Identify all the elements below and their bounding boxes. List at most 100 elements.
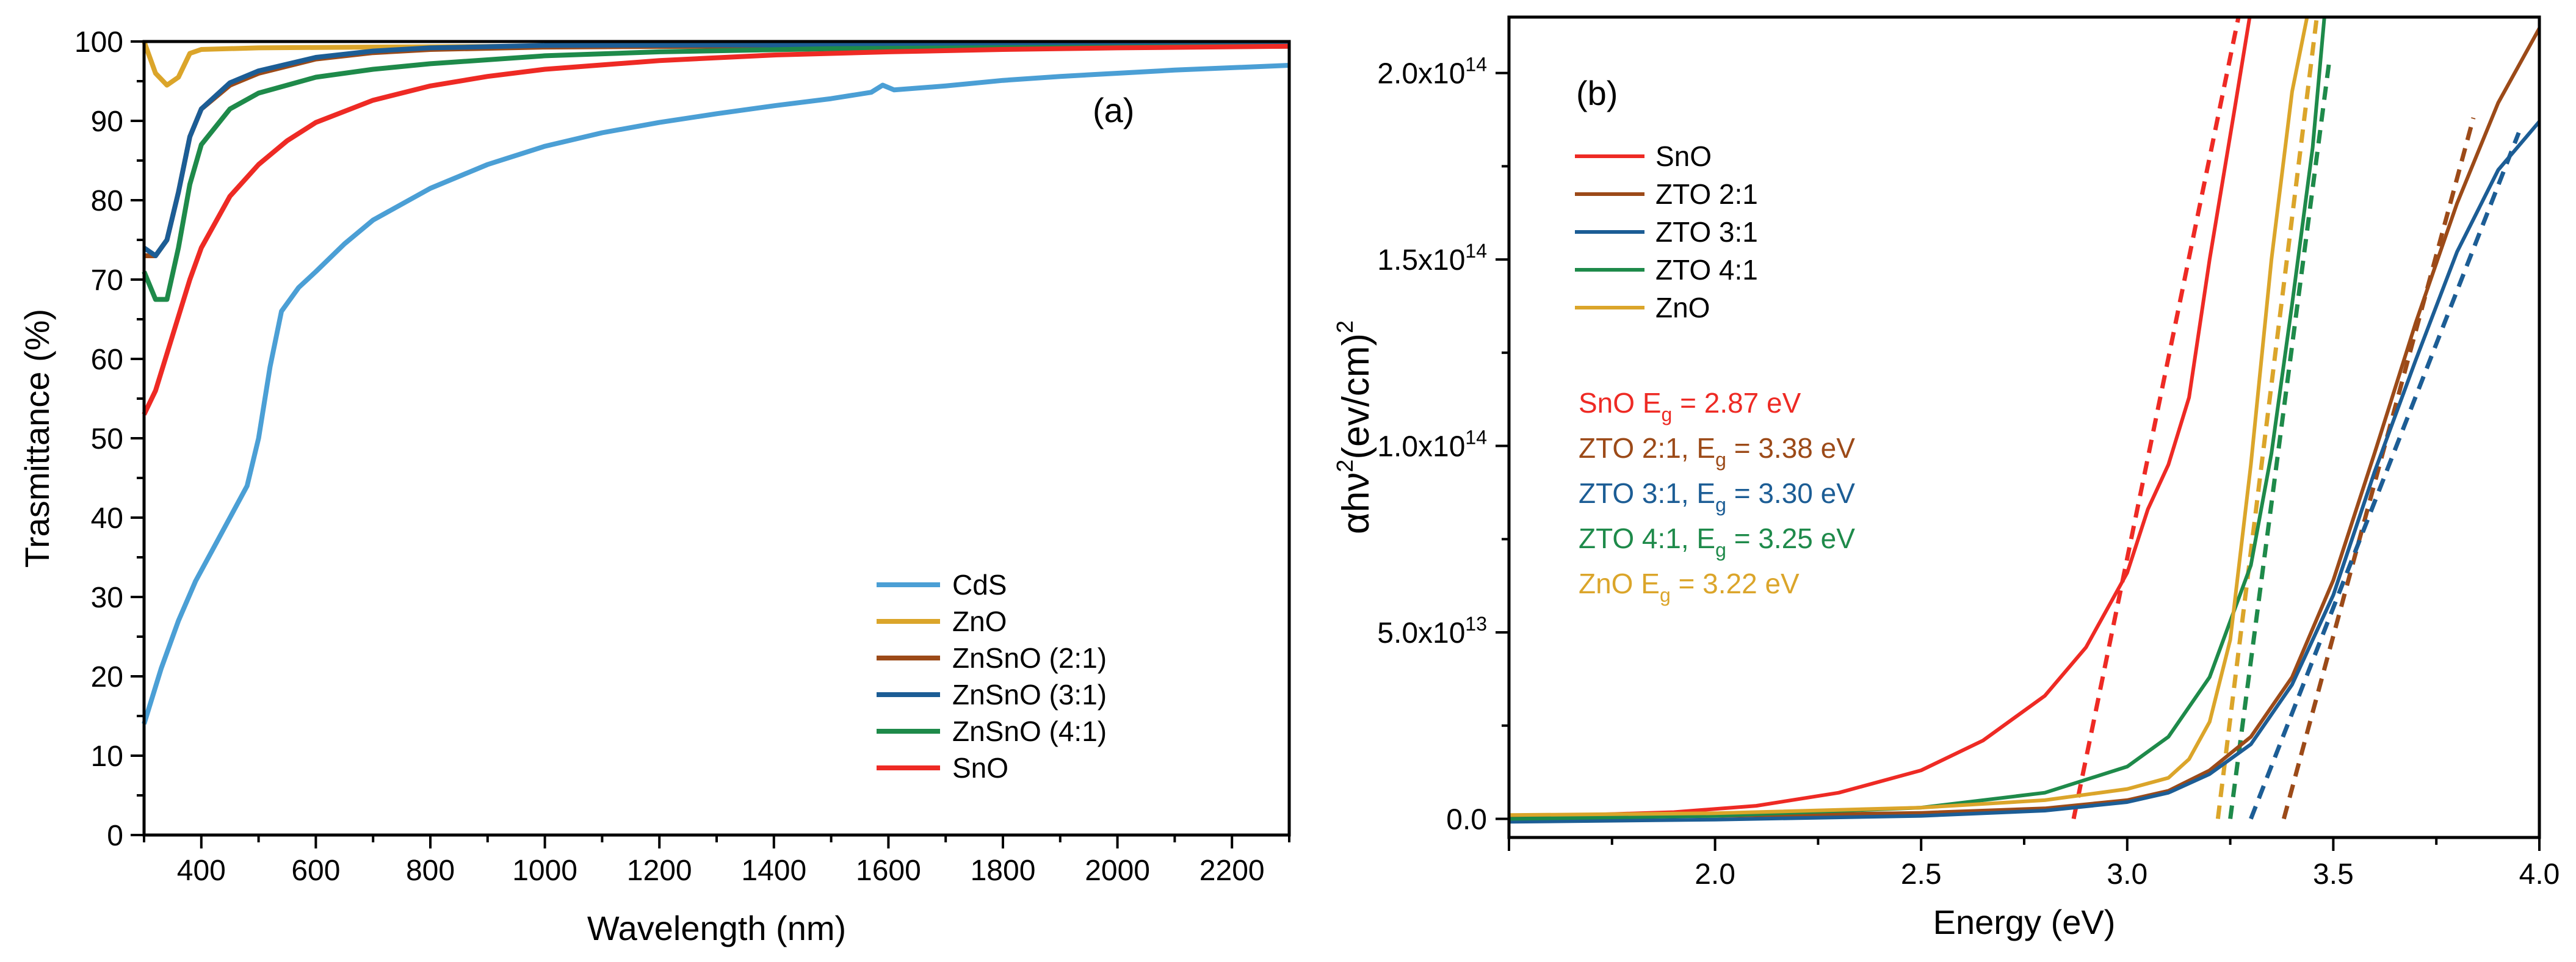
panel-b-y-tick-base: 0.0 <box>1446 803 1487 836</box>
panel-b-x-tick-label: 2.5 <box>1901 858 1942 891</box>
panel-b-legend-label: ZnO <box>1655 292 1710 324</box>
panel-a-y-tick-label: 80 <box>91 185 123 217</box>
panel-b-y-tick-label: 1.0x1014 <box>1377 427 1487 463</box>
panel-b-legend-label: ZTO 4:1 <box>1655 254 1758 286</box>
panel-a-x-tick-label: 600 <box>291 855 340 887</box>
panel-b-fit-line-4 <box>2228 61 2332 819</box>
panel-b-fit-lines <box>2071 17 2521 820</box>
panel-a-x-tick-label: 1800 <box>971 855 1036 887</box>
annotation-prefix: ZTO 2:1, E <box>1579 432 1715 464</box>
panel-a-legend-item-cds: CdS <box>877 569 1007 601</box>
panel-a-x-axis-title: Wavelength (nm) <box>587 909 846 947</box>
annotation-value: = 3.22 eV <box>1671 568 1800 599</box>
panel-a-x-tick-label: 1400 <box>741 855 806 887</box>
annotation-value: = 3.38 eV <box>1726 432 1855 464</box>
panel-a-legend: CdS ZnO ZnSnO (2:1) ZnSnO (3:1) ZnSnO (4:1) S… <box>877 569 1107 784</box>
panel-a-x-ticks: 400 600 800 1000 1200 1400 1600 1800 2000 2200 <box>143 835 1290 887</box>
panel-b-legend-item-zto-3-1: ZTO 3:1 <box>1575 216 1758 248</box>
panel-b-y-title-main: αhν <box>1335 472 1377 534</box>
panel-a-legend-item-zno: ZnO <box>877 606 1007 637</box>
annotation-value: = 3.30 eV <box>1726 477 1855 509</box>
panel-b-series-group <box>1509 17 2539 824</box>
annotation-subscript: g <box>1715 539 1726 561</box>
panel-a-y-tick-label: 100 <box>74 26 123 59</box>
panel-a-legend-item-znsno-2-1: ZnSnO (2:1) <box>877 642 1107 674</box>
panel-a-y-tick-label: 60 <box>91 344 123 376</box>
panel-b-legend-label: ZTO 2:1 <box>1655 178 1758 210</box>
panel-b-bandgap-annotation: ZnO Eg = 3.22 eV <box>1579 568 1800 606</box>
panel-b-legend: SnO ZTO 2:1 ZTO 3:1 ZTO 4:1 ZnO <box>1575 140 1758 324</box>
panel-b-legend-label: SnO <box>1655 140 1712 172</box>
panel-b-x-tick-label: 3.0 <box>2107 858 2147 891</box>
panel-b-y-tick-base: 5.0x10 <box>1377 617 1465 649</box>
panel-a-legend-label: SnO <box>952 752 1008 784</box>
panel-b-x-tick-label: 3.5 <box>2313 858 2354 891</box>
panel-b-legend-item-sno: SnO <box>1575 140 1712 172</box>
panel-b-bandgap-annotation: ZTO 3:1, Eg = 3.30 eV <box>1579 477 1855 516</box>
annotation-subscript: g <box>1715 494 1726 516</box>
panel-b-y-tick-label: 1.5x1014 <box>1377 240 1487 277</box>
panel-b-x-ticks: 2.0 2.5 3.0 3.5 4.0 <box>1508 837 2560 891</box>
panel-b-y-title-sup1: 2 <box>1333 460 1358 472</box>
panel-a-legend-label: CdS <box>952 569 1007 601</box>
panel-a-x-tick-label: 2200 <box>1199 855 1265 887</box>
panel-b-y-axis-title: αhν2(ev/cm)2 <box>1333 320 1377 534</box>
panel-b-y-tick-base: 2.0x10 <box>1377 58 1465 90</box>
annotation-subscript: g <box>1662 403 1673 425</box>
panel-b-series-sno <box>1509 17 2252 818</box>
panel-b-label: (b) <box>1576 74 1618 112</box>
panel-a-legend-item-sno: SnO <box>877 752 1008 784</box>
panel-b-series-zno <box>1509 17 2309 817</box>
panel-b-legend-item-zto-4-1: ZTO 4:1 <box>1575 254 1758 286</box>
panel-a-x-tick-label: 400 <box>177 855 226 887</box>
panel-a-y-tick-label: 20 <box>91 661 123 693</box>
panel-b-fit-line-5 <box>2215 17 2319 819</box>
panel-a-x-tick-label: 800 <box>406 855 455 887</box>
panel-b-bandgap-annotation: ZTO 4:1, Eg = 3.25 eV <box>1579 523 1855 561</box>
panel-a-series-sno <box>142 43 1290 416</box>
panel-b-fit-line-1 <box>2071 17 2241 820</box>
panel-a-series-cds <box>142 63 1290 725</box>
panel-a-series-znsno-4-1 <box>142 43 1290 302</box>
panel-b-y-tick-exponent: 13 <box>1465 613 1487 635</box>
panel-b-fit-line-3 <box>2249 132 2521 820</box>
panel-b-y-tick-base: 1.0x10 <box>1377 431 1465 463</box>
panel-a-y-tick-label: 40 <box>91 502 123 535</box>
panel-a-legend-item-znsno-3-1: ZnSnO (3:1) <box>877 679 1107 711</box>
panel-b-y-tick-label: 2.0x1014 <box>1377 54 1487 90</box>
panel-b-y-tick-label: 5.0x1013 <box>1377 613 1487 649</box>
panel-b-bandgap-annotation: SnO Eg = 2.87 eV <box>1579 387 1801 425</box>
annotation-value: = 2.87 eV <box>1672 387 1801 419</box>
panel-a-y-tick-label: 70 <box>91 264 123 297</box>
panel-a-y-tick-label: 0 <box>107 820 123 852</box>
panel-a-y-tick-label: 30 <box>91 582 123 614</box>
panel-a-x-tick-label: 1200 <box>627 855 692 887</box>
panel-b-y-tick-exponent: 14 <box>1465 427 1487 449</box>
panel-a-y-tick-label: 90 <box>91 106 123 138</box>
panel-a-y-tick-label: 10 <box>91 740 123 773</box>
annotation-subscript: g <box>1660 584 1671 606</box>
panel-b-x-tick-label: 2.0 <box>1695 858 1735 891</box>
panel-b-y-tick-base: 1.5x10 <box>1377 244 1465 277</box>
panel-a-legend-label: ZnSnO (4:1) <box>952 715 1107 747</box>
panel-b-chart: 2.0 2.5 3.0 3.5 4.0 0.05.0x10131.0x10141.5x1… <box>1333 15 2560 941</box>
panel-a-legend-item-znsno-4-1: ZnSnO (4:1) <box>877 715 1107 747</box>
panel-b-y-title-mid: (ev/cm) <box>1335 333 1377 460</box>
panel-a-frame <box>142 40 1291 837</box>
annotation-prefix: ZnO E <box>1579 568 1660 599</box>
panel-a-y-axis-title: Trasmittance (%) <box>18 309 56 568</box>
panel-a-legend-label: ZnSnO (2:1) <box>952 642 1107 674</box>
panel-a-series-group <box>142 40 1290 725</box>
panel-a-x-tick-label: 2000 <box>1085 855 1150 887</box>
panel-b-y-tick-exponent: 14 <box>1465 54 1487 76</box>
panel-a-y-ticks: 0 10 20 30 40 50 60 70 80 90 100 <box>74 26 144 852</box>
panel-b-y-tick-label: 0.0 <box>1446 803 1487 836</box>
panel-a-series-znsno-3-1 <box>142 41 1290 258</box>
panel-b-x-tick-label: 4.0 <box>2519 858 2560 891</box>
annotation-subscript: g <box>1715 449 1726 471</box>
panel-a-x-tick-label: 1600 <box>856 855 921 887</box>
panel-b-legend-item-zto-2-1: ZTO 2:1 <box>1575 178 1758 210</box>
